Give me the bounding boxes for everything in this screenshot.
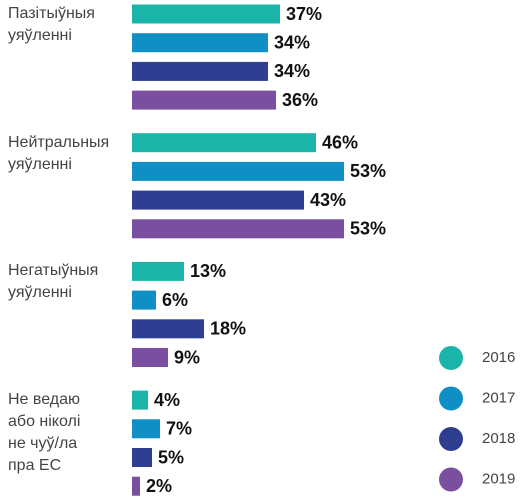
value-label: 46% (322, 132, 358, 152)
bar (132, 4, 280, 24)
legend-label: 2016 (482, 349, 515, 366)
bar (132, 219, 344, 239)
value-label: 53% (350, 219, 386, 239)
value-label: 4% (154, 390, 180, 410)
category-label: Не ведаю або ніколі не чуў/ла пра ЕС (8, 391, 81, 475)
bar (132, 419, 160, 439)
value-label: 34% (274, 61, 310, 81)
legend-label: 2018 (482, 430, 515, 447)
value-label: 36% (282, 90, 318, 110)
value-label: 18% (210, 319, 246, 339)
bar (132, 33, 268, 53)
value-label: 43% (310, 190, 346, 210)
bar (132, 261, 184, 281)
value-label: 5% (158, 447, 184, 467)
bar (132, 133, 316, 153)
bar (132, 476, 140, 496)
bar (132, 319, 204, 339)
value-label: 13% (190, 261, 226, 281)
bar (132, 190, 304, 210)
legend-label: 2019 (482, 470, 515, 487)
bar (132, 390, 148, 410)
legend-swatch (439, 386, 463, 411)
category-label: Пазітыўныя уяўленні (8, 5, 95, 44)
value-label: 53% (350, 161, 386, 181)
legend-label: 2017 (482, 389, 515, 406)
bar (132, 161, 344, 181)
bar (132, 348, 168, 367)
value-label: 37% (286, 4, 322, 24)
value-label: 6% (162, 290, 188, 310)
bar (132, 290, 156, 310)
legend-swatch (439, 346, 463, 370)
value-label: 2% (146, 476, 172, 496)
legend-swatch (439, 427, 463, 451)
bar (132, 448, 152, 467)
value-label: 7% (166, 419, 192, 439)
bar (132, 61, 268, 81)
bar (132, 90, 276, 110)
value-label: 34% (274, 32, 310, 52)
category-label: Негатыўныя уяўленні (8, 262, 99, 302)
value-label: 9% (174, 347, 200, 367)
legend-swatch (439, 467, 463, 492)
category-label: Нейтральныя уяўленні (8, 133, 110, 173)
